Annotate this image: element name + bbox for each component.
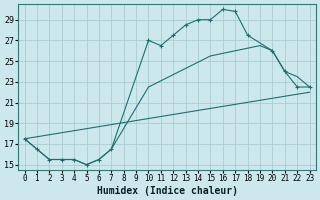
X-axis label: Humidex (Indice chaleur): Humidex (Indice chaleur)	[97, 186, 237, 196]
